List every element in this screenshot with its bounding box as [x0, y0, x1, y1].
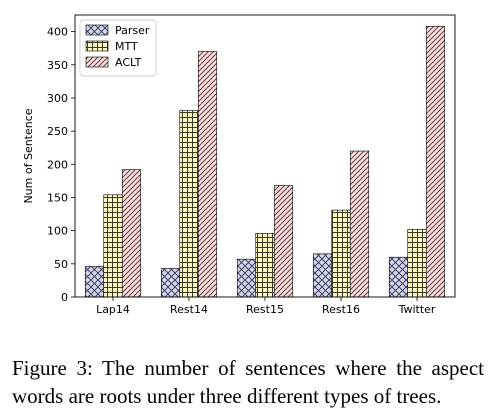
bar-mtt-rest14 [179, 110, 199, 298]
bar-chart: Lap14 Rest14 Rest15 Rest16 Twitter 0 50 100 150 2… [22, 14, 456, 316]
y-tick-label: 400 [47, 26, 68, 39]
legend-swatch-mtt [85, 40, 109, 52]
x-tick-label: Rest14 [170, 303, 208, 316]
x-tick-label: Twitter [398, 303, 436, 316]
y-tick-label: 100 [47, 225, 68, 238]
figure-caption: Figure 3: The number of sentences where … [12, 354, 484, 410]
y-tick-label: 200 [47, 158, 68, 171]
legend-label-parser: Parser [115, 24, 150, 37]
bar-mtt-rest15 [255, 233, 275, 298]
bar-aclt-rest16 [349, 150, 370, 298]
bar-parser-rest16 [312, 253, 333, 298]
caption-line-2: words are roots under three different ty… [12, 384, 442, 408]
bar-parser-rest15 [236, 258, 257, 298]
x-tick-label: Lap14 [96, 303, 130, 316]
bar-parser-twitter [388, 256, 409, 298]
y-tick-label: 300 [47, 92, 68, 105]
bar-aclt-twitter [425, 25, 446, 298]
bar-parser-lap14 [84, 266, 105, 298]
bar-parser-rest14 [160, 268, 181, 298]
y-tick-label: 0 [61, 291, 68, 304]
y-tick-label: 250 [47, 125, 68, 138]
y-tick-label: 50 [54, 258, 68, 271]
y-tick-label: 350 [47, 59, 68, 72]
legend-label-mtt: MTT [115, 40, 138, 53]
y-tick-label: 150 [47, 191, 68, 204]
axes-layer: Lap14 Rest14 Rest15 Rest16 Twitter 0 50 100 150 2… [22, 14, 456, 316]
plot-frame [74, 14, 456, 298]
legend-swatch-parser [85, 24, 109, 36]
legend: Parser MTT ACLT [79, 19, 157, 77]
legend-label-aclt: ACLT [115, 56, 142, 69]
bar-aclt-lap14 [121, 169, 142, 298]
bar-aclt-rest15 [273, 185, 294, 298]
caption-line-1: Figure 3: The number of sentences where … [12, 356, 484, 380]
x-tick-label: Rest16 [322, 303, 360, 316]
y-axis-label: Num of Sentence [22, 108, 35, 203]
legend-swatch-aclt [85, 56, 109, 68]
bar-aclt-rest14 [197, 51, 218, 298]
x-tick-label: Rest15 [246, 303, 284, 316]
bar-mtt-twitter [407, 229, 427, 298]
bars-layer [84, 25, 446, 298]
bar-mtt-lap14 [103, 194, 123, 298]
bar-mtt-rest16 [331, 209, 351, 298]
